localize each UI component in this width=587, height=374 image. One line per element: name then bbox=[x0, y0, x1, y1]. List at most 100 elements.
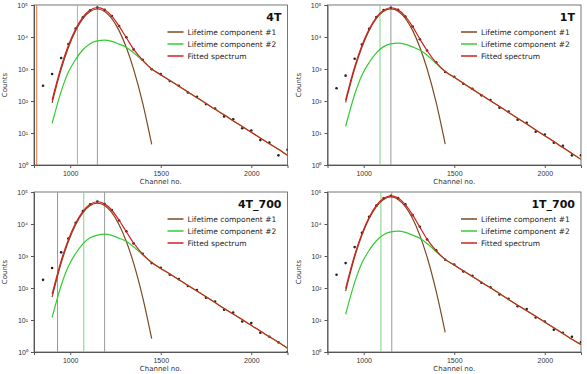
plot-frame bbox=[34, 5, 288, 165]
legend-swatch bbox=[168, 218, 184, 220]
legend-swatch bbox=[168, 43, 184, 45]
y-axis: 10⁰10¹10²10³10⁴10⁵ bbox=[311, 2, 328, 169]
legend: Lifetime component #1Lifetime component … bbox=[461, 215, 570, 248]
x-tick-mark bbox=[545, 352, 546, 355]
x-tick-label: 2000 bbox=[244, 357, 260, 364]
y-tick-mark bbox=[325, 256, 328, 257]
panel: 1000 1500 2000 10⁰10¹10²10³10⁴10⁵ Channel no… bbox=[295, 2, 583, 186]
y-tick-mark bbox=[325, 133, 328, 134]
legend-label: Fitted spectrum bbox=[188, 52, 247, 61]
y-tick: 10³ bbox=[311, 66, 327, 73]
plot-area bbox=[335, 192, 581, 352]
y-tick-mark bbox=[31, 69, 34, 70]
y-tick-mark bbox=[325, 192, 328, 193]
series-line bbox=[346, 43, 581, 159]
y-tick-label: 10⁴ bbox=[17, 34, 28, 41]
data-point bbox=[344, 74, 347, 77]
data-point bbox=[51, 267, 54, 270]
y-axis-line bbox=[325, 193, 329, 353]
x-tick-mark bbox=[251, 352, 252, 355]
series-line bbox=[346, 196, 581, 345]
data-point bbox=[571, 335, 574, 338]
y-axis-line bbox=[31, 6, 35, 166]
x-tick-label: 1000 bbox=[356, 170, 372, 177]
x-axis: 100015002000 bbox=[35, 165, 289, 177]
x-tick-label: 2000 bbox=[244, 170, 260, 177]
x-tick: 1000 bbox=[356, 165, 372, 177]
y-tick-mark bbox=[31, 352, 34, 353]
y-tick: 10² bbox=[18, 285, 34, 292]
series-line bbox=[346, 231, 581, 345]
y-tick: 10² bbox=[311, 285, 327, 292]
legend: Lifetime component #1Lifetime component … bbox=[461, 28, 570, 61]
legend-swatch bbox=[461, 31, 477, 33]
data-point bbox=[580, 341, 581, 344]
legend-swatch bbox=[461, 55, 477, 57]
y-tick-label: 10³ bbox=[311, 66, 322, 73]
data-point bbox=[344, 262, 347, 265]
y-tick: 10⁵ bbox=[311, 189, 328, 196]
y-tick-label: 10⁴ bbox=[311, 221, 322, 228]
y-tick-mark bbox=[325, 165, 328, 166]
x-tick-mark bbox=[70, 165, 71, 168]
x-tick: 1000 bbox=[63, 352, 79, 364]
x-axis: 1000 1500 2000 bbox=[35, 352, 289, 364]
y-tick-label: 10³ bbox=[311, 253, 322, 260]
y-tick: 10³ bbox=[18, 253, 34, 260]
y-tick: 10⁵ bbox=[311, 2, 328, 9]
x-axis-title: Channel no. bbox=[140, 365, 182, 373]
x-tick-label: 2000 bbox=[537, 170, 553, 177]
x-tick: 1000 bbox=[356, 352, 372, 364]
y-tick: 10¹ bbox=[311, 317, 327, 324]
x-tick-label: 1000 bbox=[356, 357, 372, 364]
y-tick-mark bbox=[31, 133, 34, 134]
x-tick-mark bbox=[364, 352, 365, 355]
y-tick-mark bbox=[31, 101, 34, 102]
y-tick-label: 10⁵ bbox=[17, 2, 28, 9]
x-tick: 1500 bbox=[153, 352, 169, 364]
data-point bbox=[51, 73, 54, 76]
series-line bbox=[346, 197, 446, 332]
y-tick-mark bbox=[325, 224, 328, 225]
y-tick-label: 10⁰ bbox=[312, 162, 323, 169]
y-tick-label: 10² bbox=[311, 285, 322, 292]
x-tick: 2000 bbox=[244, 165, 260, 177]
legend-label: Lifetime component #1 bbox=[481, 215, 570, 224]
x-tick-label: 1500 bbox=[447, 170, 463, 177]
figure: 10001500200010⁰10¹10²10³10⁴10⁵Channel no… bbox=[0, 0, 587, 374]
x-tick: 1500 bbox=[153, 165, 169, 177]
y-tick: 10⁰ bbox=[18, 349, 34, 356]
marker-line bbox=[83, 192, 84, 352]
x-tick: 1500 bbox=[447, 352, 463, 364]
series-line bbox=[346, 8, 581, 160]
marker-line bbox=[390, 5, 391, 165]
data-point bbox=[286, 351, 287, 352]
y-axis: 10⁰10¹10²10³10⁴10⁵ bbox=[17, 189, 34, 356]
legend-label: Lifetime component #2 bbox=[188, 40, 277, 49]
x-tick-mark bbox=[454, 165, 455, 168]
y-tick: 10⁵ bbox=[17, 189, 34, 196]
y-tick-mark bbox=[31, 224, 34, 225]
y-tick-mark bbox=[325, 320, 328, 321]
y-tick-mark bbox=[31, 256, 34, 257]
legend-swatch bbox=[168, 31, 184, 33]
y-tick: 10⁰ bbox=[312, 349, 328, 356]
y-tick-mark bbox=[325, 37, 328, 38]
legend: Lifetime component #1Lifetime component … bbox=[168, 215, 277, 248]
x-axis-title: Channel no. bbox=[433, 178, 475, 186]
x-axis-line bbox=[35, 353, 289, 356]
marker-line bbox=[380, 5, 381, 165]
plot-area bbox=[42, 192, 288, 352]
marker-line bbox=[97, 5, 98, 165]
x-tick-mark bbox=[161, 352, 162, 355]
legend-label: Fitted spectrum bbox=[481, 52, 540, 61]
x-tick-mark bbox=[364, 165, 365, 168]
y-tick-label: 10⁰ bbox=[18, 349, 29, 356]
y-tick: 10² bbox=[18, 98, 34, 105]
data-point bbox=[42, 84, 45, 87]
x-tick: 2000 bbox=[537, 165, 553, 177]
legend-label: Lifetime component #2 bbox=[481, 40, 570, 49]
marker-line bbox=[380, 192, 381, 352]
y-tick: 10³ bbox=[311, 253, 327, 260]
x-tick-mark bbox=[70, 352, 71, 355]
